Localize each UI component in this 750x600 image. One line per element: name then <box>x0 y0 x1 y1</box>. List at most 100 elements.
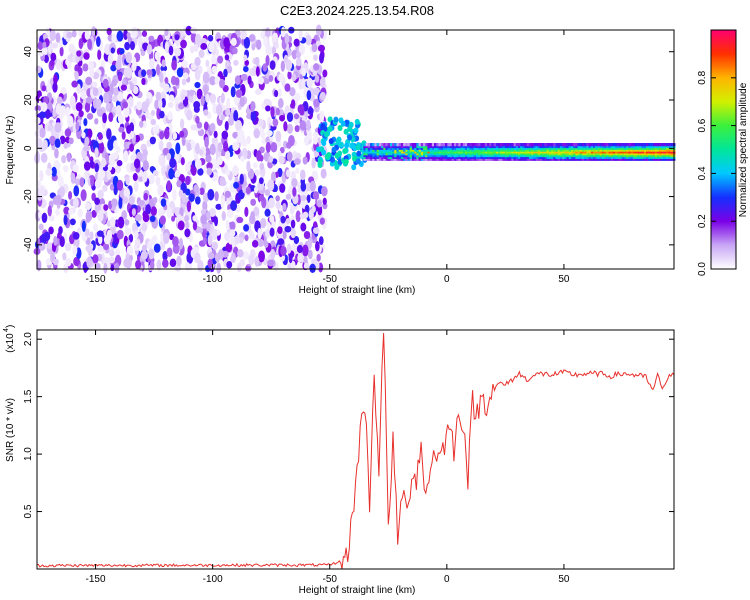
heatmap-cell <box>172 236 179 247</box>
heatmap-cell <box>306 90 312 101</box>
heatmap-cell <box>285 59 293 71</box>
snr-series-line <box>37 332 675 570</box>
heatmap-cell <box>123 105 130 118</box>
heatmap-cell <box>211 241 219 251</box>
heatmap-cell <box>234 234 240 245</box>
heatmap-cell <box>279 115 286 122</box>
heatmap-cell <box>181 78 187 86</box>
heatmap-cell <box>275 107 280 116</box>
heatmap-cell <box>38 223 44 231</box>
heatmap-cell <box>174 47 182 57</box>
heatmap-cell <box>262 63 268 72</box>
heatmap-cell <box>164 28 169 36</box>
heatmap-cell <box>102 242 110 251</box>
heatmap-cell <box>103 92 110 104</box>
heatmap-cell <box>141 244 147 253</box>
heatmap-cell <box>181 60 188 69</box>
heatmap-cell <box>189 45 195 54</box>
heatmap-cell <box>227 65 233 74</box>
heatmap-cell <box>248 254 255 266</box>
heatmap-cell <box>110 264 115 272</box>
x-tick-label: 50 <box>558 274 570 285</box>
heatmap-cell <box>159 110 165 119</box>
heatmap-cell <box>177 220 185 231</box>
heatmap-cell <box>194 158 202 170</box>
heatmap-cell <box>140 250 148 260</box>
heatmap-cell <box>132 173 138 182</box>
heatmap-cell <box>169 157 177 169</box>
heatmap-cell <box>133 230 139 239</box>
heatmap-cell <box>293 38 300 47</box>
heatmap-cell <box>57 176 64 188</box>
heatmap-cell <box>108 256 115 264</box>
heatmap-cell <box>110 47 115 54</box>
heatmap-cell <box>267 160 274 169</box>
heatmap-cell <box>59 135 66 145</box>
heatmap-cell <box>200 208 206 216</box>
heatmap-cell <box>269 215 275 223</box>
heatmap-cell <box>58 226 63 235</box>
snr-x-axis-label: Height of straight line (km) <box>299 585 416 596</box>
heatmap-cell <box>224 54 230 61</box>
heatmap-cell <box>280 60 286 72</box>
heatmap-cell <box>280 26 286 38</box>
heatmap-cell <box>294 125 300 133</box>
heatmap-cell <box>148 174 155 185</box>
heatmap-cell <box>319 52 324 64</box>
heatmap-cell <box>211 65 218 74</box>
heatmap-cell <box>124 219 130 226</box>
heatmap-cell <box>190 124 198 131</box>
heatmap-cell <box>59 236 65 248</box>
heatmap-cell <box>155 91 162 101</box>
heatmap-cell <box>90 174 95 187</box>
heatmap-cell <box>125 176 130 186</box>
heatmap-cell <box>188 89 194 97</box>
heatmap-cell <box>92 223 99 232</box>
heatmap-cell <box>295 51 302 59</box>
heatmap-cell <box>263 78 270 85</box>
heatmap-cell <box>142 170 148 183</box>
heatmap-cell <box>97 189 104 199</box>
heatmap-cell <box>59 186 65 198</box>
heatmap-cell <box>102 112 107 124</box>
heatmap-cell <box>142 120 147 129</box>
heatmap-cell <box>213 130 218 139</box>
heatmap-cell <box>326 152 332 159</box>
heatmap-cell <box>252 162 258 169</box>
heatmap-cell <box>244 206 249 218</box>
heatmap-cell <box>282 203 287 211</box>
heatmap-cell <box>80 89 87 100</box>
heatmap-cell <box>340 120 346 127</box>
heatmap-cell <box>342 148 348 155</box>
heatmap-cell <box>209 207 216 217</box>
heatmap-cell <box>109 216 116 228</box>
heatmap-cell <box>48 214 55 222</box>
heatmap-cell <box>243 224 250 232</box>
heatmap-cell <box>97 49 102 61</box>
heatmap-cell <box>176 67 184 78</box>
heatmap-cell <box>74 70 79 81</box>
heatmap-cell <box>85 76 93 86</box>
heatmap-cell <box>142 213 150 223</box>
heatmap-cell <box>56 96 63 105</box>
heatmap-cell <box>237 129 245 138</box>
heatmap-cell <box>258 77 264 85</box>
heatmap-cell <box>288 252 293 264</box>
heatmap-cell <box>54 194 62 205</box>
heatmap-cell <box>157 98 163 110</box>
heatmap-cell <box>61 155 67 164</box>
heatmap-cell <box>225 242 233 253</box>
heatmap-cell <box>171 215 176 222</box>
heatmap-cell <box>263 98 271 106</box>
heatmap-cell <box>167 101 174 109</box>
heatmap-cell <box>154 51 160 61</box>
y-tick-label: 20 <box>23 94 34 106</box>
heatmap-cell <box>333 116 339 123</box>
heatmap-cell <box>670 153 676 158</box>
heatmap-cell <box>230 86 236 98</box>
heatmap-cell <box>76 83 81 95</box>
heatmap-cell <box>214 252 221 263</box>
heatmap-cell <box>311 205 316 213</box>
heatmap-cell <box>184 163 191 173</box>
heatmap-cell <box>265 228 270 239</box>
